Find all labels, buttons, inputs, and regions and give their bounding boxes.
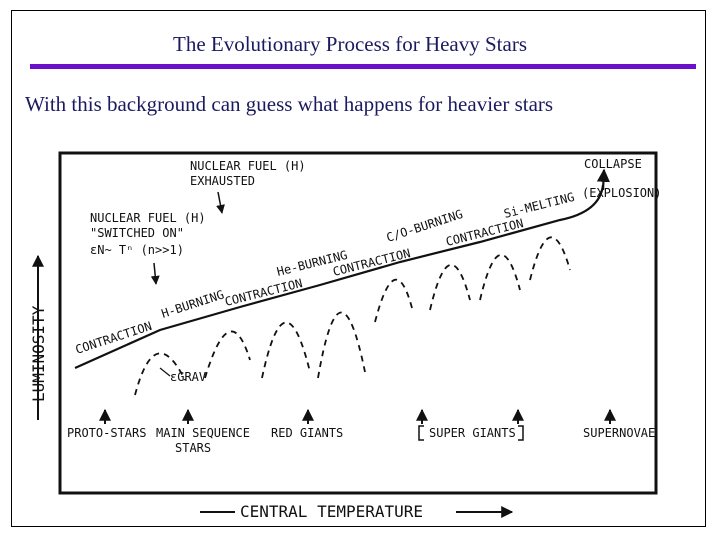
slide-title: The Evolutionary Process for Heavy Stars [173, 32, 527, 56]
super-giants-bracket-right [518, 425, 524, 441]
title-underline-bar [30, 64, 696, 69]
stage-proto-stars: PROTO-STARS [67, 426, 146, 440]
stage-arrows [99, 408, 616, 424]
fuel-on-line1: NUCLEAR FUEL (H) [90, 211, 206, 225]
stage-red-giants: RED GIANTS [271, 426, 343, 440]
egrav-pointer [159, 367, 171, 377]
collapse-label: COLLAPSE [584, 157, 642, 171]
egrav-label: εGRAV [170, 370, 206, 384]
label-contraction-2: CONTRACTION [223, 276, 304, 309]
collapse-arrow [596, 168, 610, 191]
loop-2 [204, 330, 251, 379]
evolution-track [74, 184, 605, 370]
slide-frame [11, 10, 706, 527]
fuel-exhausted-line2: EXHAUSTED [190, 174, 255, 188]
loop-3 [261, 321, 311, 379]
fuel-on-line3: εN~ Tⁿ (n>>1) [90, 243, 184, 257]
loop-5 [374, 278, 413, 323]
loop-6 [429, 264, 471, 311]
super-giants-bracket-left [418, 425, 424, 441]
burning-loops [134, 236, 571, 396]
slide-subtitle: With this background can guess what happ… [25, 92, 554, 116]
loop-8 [529, 236, 571, 281]
label-h-burning: H-BURNING [160, 287, 226, 320]
y-axis-label: LUMINOSITY [29, 305, 48, 402]
x-axis-label: CENTRAL TEMPERATURE [240, 502, 423, 521]
stage-main-sequence-line1: MAIN SEQUENCE [156, 426, 250, 440]
fuel-on-line2: "SWITCHED ON" [90, 226, 184, 240]
explosion-label: (EXPLOSION) [582, 186, 661, 200]
loop-4 [317, 311, 366, 379]
fuel-on-arrow [150, 262, 160, 285]
diagram-box [58, 151, 658, 495]
loop-7 [479, 254, 521, 301]
fuel-exhausted-line1: NUCLEAR FUEL (H) [190, 159, 306, 173]
stage-super-giants: SUPER GIANTS [429, 426, 516, 440]
loop-1 [134, 352, 186, 396]
stage-main-sequence-line2: STARS [175, 441, 211, 455]
fuel-exhausted-arrow [216, 191, 225, 214]
stage-supernovae: SUPERNOVAE [583, 426, 655, 440]
label-si-melting: Si-MELTING [502, 190, 575, 221]
